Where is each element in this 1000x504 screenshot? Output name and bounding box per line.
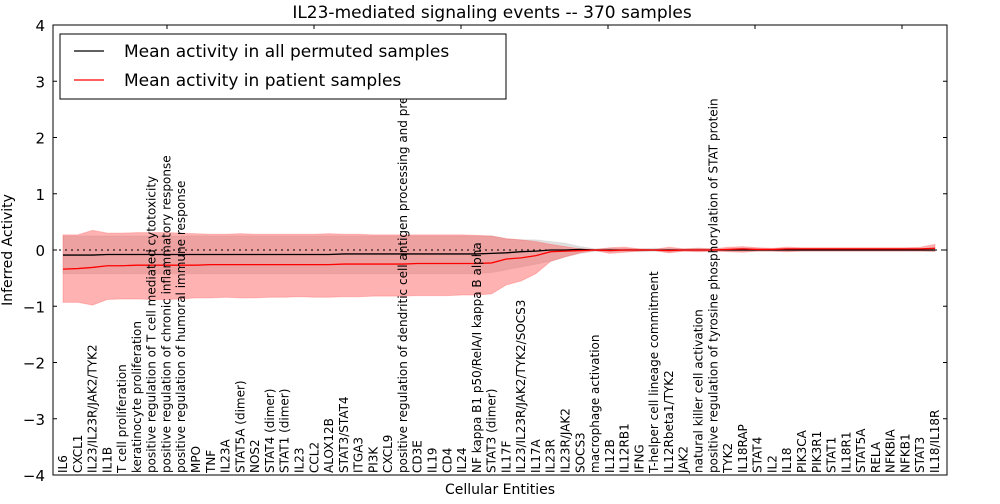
x-tick-label: IL18/IL18R <box>928 410 942 473</box>
x-tick-label: TYK2 <box>721 443 735 474</box>
y-axis-label: Inferred Activity <box>0 194 16 306</box>
y-tick-label: 3 <box>35 73 45 91</box>
x-tick-label: IL18R1 <box>839 432 853 473</box>
x-tick-label: CCL2 <box>307 442 321 473</box>
x-tick-label: IL18 <box>780 448 794 474</box>
legend-label-patient: Mean activity in patient samples <box>124 71 401 91</box>
x-tick-label: RELA <box>869 441 883 473</box>
band-patient <box>62 229 936 306</box>
x-axis-label: Cellular Entities <box>445 482 555 498</box>
x-tick-label: IL23A <box>219 439 233 473</box>
legend: Mean activity in all permuted samples Me… <box>59 33 507 100</box>
y-tick-label: −1 <box>23 298 45 316</box>
x-tick-label: IL18RAP <box>736 424 750 473</box>
x-tick-labels: IL6 CXCL1 IL23/IL23R/JAK2/TYK2 IL1B T cell p… <box>56 40 942 474</box>
x-tick-label: IL2 <box>765 455 779 473</box>
y-ticks: 4 3 2 1 0 −1 −2 −3 −4 <box>23 17 947 485</box>
x-tick-label: IL1B <box>100 447 114 473</box>
x-tick-label: NFKBIA <box>884 428 898 473</box>
y-tick-label: 4 <box>35 17 45 35</box>
x-tick-label: T cell proliferation <box>115 364 129 474</box>
x-tick-label: STAT1 (dimer) <box>278 389 292 473</box>
x-tick-label: STAT3 <box>913 437 927 473</box>
x-tick-label: PIK3CA <box>795 429 809 473</box>
x-tick-label: IL24 <box>455 448 469 474</box>
y-tick-label: 2 <box>35 130 45 148</box>
x-tick-label: IL23/IL23R/JAK2/TYK2/SOCS3 <box>514 300 528 473</box>
x-tick-label: positive regulation of dendritic cell an… <box>396 40 410 473</box>
x-tick-label: STAT4 (dimer) <box>263 389 277 473</box>
y-tick-label: −4 <box>23 467 45 485</box>
x-tick-label: natural killer cell activation <box>692 309 706 473</box>
x-tick-label: CXCL9 <box>381 435 395 473</box>
x-tick-label: keratinocyte proliferation <box>130 321 144 473</box>
x-tick-label: IL23 <box>292 448 306 474</box>
x-tick-label: IL23R <box>544 439 558 473</box>
x-tick-label: CXCL1 <box>71 435 85 473</box>
x-tick-label: MPO <box>189 446 203 473</box>
x-tick-label: PIK3R1 <box>810 431 824 473</box>
x-tick-label: T-helper cell lineage commitment <box>647 271 661 474</box>
y-tick-label: −3 <box>23 411 45 429</box>
y-tick-label: −2 <box>23 355 45 373</box>
confidence-bands <box>62 229 936 306</box>
x-tick-label: JAK2 <box>677 446 691 474</box>
x-tick-label: IL17F <box>499 441 513 473</box>
x-tick-label: macrophage activation <box>588 335 602 473</box>
y-tick-label: 0 <box>35 242 45 260</box>
legend-box <box>59 33 507 100</box>
legend-label-permuted: Mean activity in all permuted samples <box>124 42 449 62</box>
x-tick-label: positive regulation of humoral immune re… <box>174 181 188 473</box>
x-tick-label: positive regulation of tyrosine phosphor… <box>706 98 720 473</box>
x-tick-label: IL23R/JAK2 <box>559 408 573 473</box>
x-tick-label: STAT5A <box>854 428 868 473</box>
line-patient <box>62 247 936 270</box>
x-tick-label: IL12Rbeta1/TYK2 <box>662 370 676 473</box>
x-tick-label: SOCS3 <box>573 432 587 473</box>
x-tick-label: positive regulation of T cell mediated c… <box>145 176 159 473</box>
x-tick-label: IL6 <box>56 455 70 473</box>
x-tick-label: STAT1 <box>825 437 839 473</box>
x-tick-label: IL12B <box>603 439 617 473</box>
x-tick-label: STAT3/STAT4 <box>337 396 351 473</box>
x-tick-label: positive regulation of chronic inflammat… <box>159 155 173 473</box>
x-tick-label: IL23/IL23R/JAK2/TYK2 <box>86 344 100 473</box>
line-permuted <box>63 248 935 256</box>
x-tick-label: NF kappa B1 p50/RelA/I kappa B alpha <box>470 242 484 473</box>
series-lines <box>62 247 936 270</box>
x-tick-label: PI3K <box>366 446 380 473</box>
chart-title: IL23-mediated signaling events -- 370 sa… <box>292 3 692 23</box>
x-tick-label: NFKB1 <box>898 433 912 473</box>
x-tick-label: STAT5A (dimer) <box>233 380 247 473</box>
x-tick-label: CD4 <box>440 448 454 473</box>
x-tick-label: ITGA3 <box>352 437 366 473</box>
x-tick-label: STAT4 <box>751 437 765 473</box>
x-tick-label: IL19 <box>425 448 439 474</box>
x-tick-label: CD3E <box>411 440 425 473</box>
x-tick-label: NOS2 <box>248 439 262 473</box>
x-tick-label: STAT3 (dimer) <box>485 389 499 473</box>
y-tick-label: 1 <box>35 186 45 204</box>
x-tick-label: ALOX12B <box>322 418 336 473</box>
x-tick-label: IFNG <box>632 444 646 473</box>
x-tick-label: IL17A <box>529 439 543 473</box>
x-tick-label: TNF <box>204 450 218 474</box>
x-tick-label: IL12RB1 <box>618 423 632 473</box>
